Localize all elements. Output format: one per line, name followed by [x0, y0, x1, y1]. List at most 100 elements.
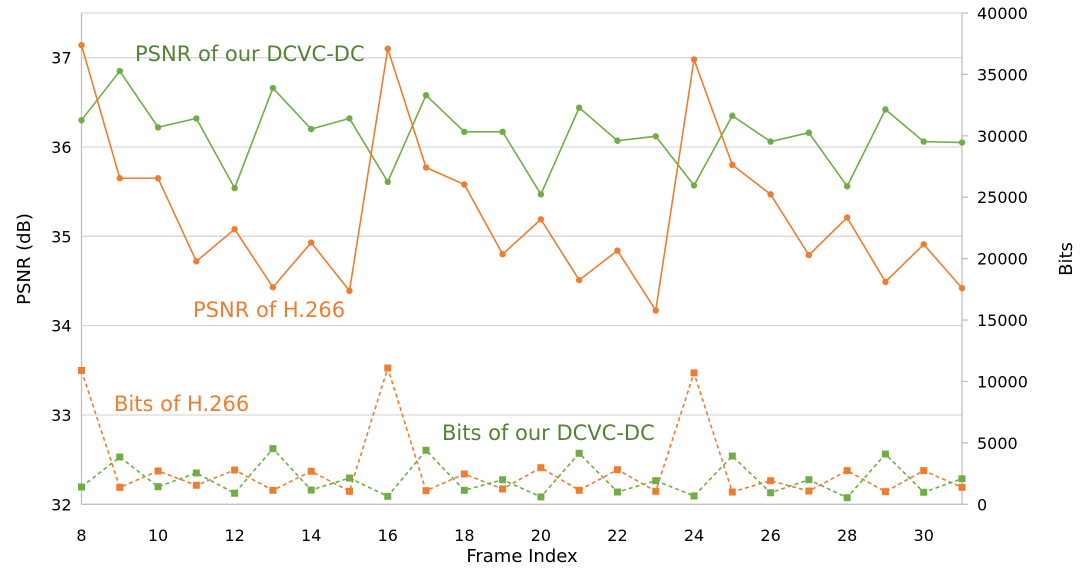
series-line [80, 44, 963, 313]
data-point [384, 492, 392, 500]
data-point [805, 476, 813, 484]
data-point [690, 369, 698, 377]
data-point [729, 112, 736, 119]
series-group [78, 41, 966, 502]
data-point [767, 138, 774, 145]
data-point [920, 488, 928, 496]
data-point [154, 175, 162, 182]
data-point [843, 214, 851, 221]
data-point [193, 258, 200, 265]
data-point [384, 364, 392, 372]
y2-tick-label: 30000 [977, 127, 1028, 146]
data-point [307, 467, 315, 475]
data-point [460, 486, 468, 494]
annotation-bits-h266: Bits of H.266 [114, 392, 249, 416]
data-point [690, 182, 698, 189]
y2-tick-label: 0 [977, 495, 987, 514]
x-tick-label: 12 [224, 526, 244, 545]
data-point [384, 45, 391, 52]
data-point [269, 284, 277, 291]
x-tick-label: 8 [76, 526, 86, 545]
data-point [499, 485, 507, 493]
data-point [231, 466, 239, 474]
data-point [920, 467, 928, 475]
data-point [307, 239, 315, 246]
y-axis-label: PSNR (dB) [14, 213, 35, 305]
annotation-bits-dcvc: Bits of our DCVC-DC [442, 421, 655, 445]
data-point [881, 488, 889, 496]
tick-labels: 32 33 34 35 36 37 0 5000 10000 15000 20000 25000 300… [51, 4, 1028, 545]
data-point [652, 477, 660, 485]
data-point [652, 307, 659, 314]
data-point [767, 191, 774, 198]
data-point [422, 446, 430, 454]
data-point [690, 56, 698, 63]
data-point [882, 106, 889, 113]
y2-tick-label: 35000 [977, 65, 1028, 84]
data-point [269, 445, 277, 453]
data-point [537, 493, 545, 501]
data-point [154, 467, 162, 475]
data-point [116, 67, 123, 75]
data-point [652, 487, 660, 495]
data-point [613, 466, 621, 474]
series-line [80, 69, 963, 197]
data-point [843, 183, 851, 190]
y2-tick-label: 15000 [977, 311, 1028, 330]
data-point [422, 164, 430, 171]
x-axis-label: Frame Index [466, 546, 578, 567]
y-tick-label: 32 [51, 495, 71, 514]
y2-tick-label: 10000 [977, 372, 1028, 391]
x-tick-label: 22 [607, 526, 627, 545]
data-point [575, 276, 583, 284]
data-point [346, 287, 353, 295]
data-point [575, 486, 583, 494]
annotation-psnr-dcvc: PSNR of our DCVC-DC [135, 42, 365, 66]
x-tick-label: 26 [760, 526, 780, 545]
data-point [728, 488, 736, 496]
x-tick-label: 14 [301, 526, 321, 545]
gridlines [81, 12, 962, 416]
y2-axis-label: Bits [1056, 242, 1077, 276]
data-point [537, 191, 545, 198]
data-point [843, 494, 851, 502]
y-tick-label: 35 [51, 227, 71, 246]
x-tick-label: 20 [531, 526, 551, 545]
y2-tick-label: 40000 [977, 4, 1028, 23]
data-point [575, 104, 583, 111]
data-point [614, 247, 621, 254]
x-tick-label: 16 [378, 526, 398, 545]
y-tick-label: 33 [51, 406, 71, 425]
data-point [192, 469, 200, 477]
data-point [307, 486, 315, 494]
data-point [690, 492, 698, 500]
data-point [154, 483, 162, 491]
data-point [537, 464, 545, 472]
series-3 [78, 445, 966, 502]
y2-tick-label: 20000 [977, 250, 1028, 269]
data-point [728, 452, 736, 460]
x-tick-label: 24 [684, 526, 704, 545]
data-point [958, 475, 966, 483]
y2-tick-label: 25000 [977, 188, 1028, 207]
data-point [345, 487, 353, 495]
data-point [614, 137, 621, 144]
series-line [81, 447, 963, 499]
y-tick-label: 36 [51, 138, 71, 157]
data-point [78, 116, 85, 124]
series-0 [78, 67, 966, 198]
data-point [613, 488, 621, 496]
data-point [231, 225, 238, 233]
data-point [499, 250, 506, 258]
data-point [116, 175, 123, 182]
data-point [192, 481, 200, 489]
data-point [805, 129, 813, 136]
data-point [231, 489, 239, 497]
data-point [460, 470, 468, 478]
data-point [805, 487, 813, 495]
data-point [345, 474, 353, 482]
data-point [882, 278, 889, 286]
data-point [78, 483, 85, 491]
data-point [116, 483, 124, 491]
